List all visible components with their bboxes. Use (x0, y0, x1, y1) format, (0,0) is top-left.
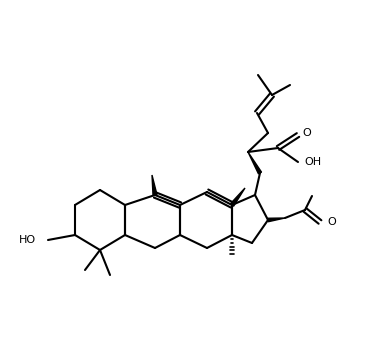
Text: HO: HO (19, 235, 36, 245)
Polygon shape (248, 152, 262, 174)
Text: O: O (302, 128, 311, 138)
Polygon shape (268, 218, 285, 222)
Text: OH: OH (304, 157, 321, 167)
Polygon shape (152, 175, 157, 195)
Polygon shape (230, 188, 245, 206)
Text: O: O (327, 217, 336, 227)
